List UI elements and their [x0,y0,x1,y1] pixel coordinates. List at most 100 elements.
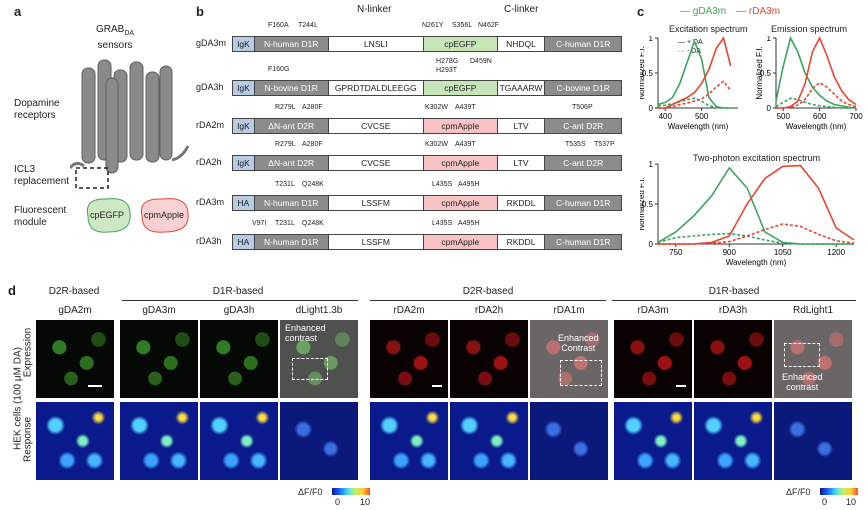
c-receptor: C-bovine D1R [545,81,621,95]
mutation: Q248K [302,220,324,227]
mutation: K302W [425,141,448,148]
c-receptor: C-human D1R [545,235,621,249]
mutation: A439T [455,141,476,148]
construct-row-rda2m: IgK ΔN-ant D2R CVCSE cpmApple LTV C-ant … [232,118,622,134]
panel-label-b: b [196,4,204,19]
series-line [657,97,731,109]
n-linker: LSSFM [328,235,425,249]
series-line [775,36,857,109]
col-rda1m: rDA1m [553,305,585,316]
group-divider [612,300,856,301]
colorbar-max-green: 10 [360,497,371,507]
signal-peptide: IgK [233,156,255,170]
x-tick-label: 500 [777,112,791,121]
response-image-rdlight1 [774,402,852,480]
response-image-rda1m [530,402,608,480]
excitation-title: Excitation spectrum [669,24,748,34]
expression-image-rda3m [614,320,692,398]
construct-row-gda3h: IgK N-bovine D1R GPRDTDALDLEEGG cpEGFP T… [232,80,622,96]
module-label: Fluorescent module [14,205,67,228]
mutation: H293T [436,67,458,74]
series-line [658,80,732,109]
c-receptor: C-human D1R [545,37,621,51]
x-axis-label: Wavelength (nm) [668,122,729,131]
colorbar-min-green: 0 [335,497,341,507]
mutation: N462F [478,22,500,29]
group-header-d2r-red: D2R-based [462,286,514,297]
signal-peptide: IgK [233,81,255,95]
colorbar-red [820,488,858,495]
enhanced-box [784,343,820,367]
signal-peptide: HA [233,196,255,210]
mutation: T537P [594,141,615,148]
n-receptor: N-bovine D1R [254,81,329,95]
c-linker: RKDDL [497,235,546,249]
expression-image-dlight13b [280,320,358,398]
col-gda3h: gDA3h [223,305,255,316]
mutation: H278G [436,58,459,65]
response-image-rda3h [694,402,772,480]
y-tick-label: 0 [767,104,772,113]
fluorophore: cpmApple [424,235,498,249]
response-image-rda3m [614,402,692,480]
col-rda3h: rDA3h [718,305,748,316]
n-receptor: ΔN-ant D2R [254,119,329,133]
response-image-dlight13b [280,402,358,480]
receptors-label: Dopamine receptors [14,98,60,121]
c-linker: NHDQL [497,37,546,51]
colorbar-green [332,488,370,495]
row-name-gda3m: gDA3m [196,38,227,48]
response-image-gda2m [36,402,114,480]
n-receptor: N-human D1R [254,196,329,210]
colorbar-label-red: ΔF/F0 [786,487,811,497]
c-linker: LTV [497,156,546,170]
mutation: A495H [458,220,480,227]
mutation: A495H [458,181,480,188]
mutation: A439T [455,104,476,111]
n-receptor: N-human D1R [254,235,329,249]
mutation: R279L [275,141,296,148]
group-header-d1r-red: D1R-based [708,286,760,297]
y-tick-label: 0.5 [642,69,654,78]
expression-image-rda1m [530,320,608,398]
mutation: T231L [275,220,295,227]
mutation: N261Y [422,22,444,29]
mutation: T244L [298,22,318,29]
n-linker: LSSFM [328,196,425,210]
fluorophore: cpEGFP [424,37,498,51]
group-header-d1r-green: D1R-based [212,286,264,297]
group-divider [122,300,358,301]
scale-bar [88,385,102,387]
col-gda2m: gDA2m [58,305,92,316]
fluorophore: cpEGFP [424,81,498,95]
cpegfp-label: cpEGFP [90,210,125,220]
scale-bar [676,385,686,387]
expression-image-gda2m [36,320,114,398]
y-tick-label: 0 [649,240,654,249]
col-dlight13b: dLight1.3b [295,305,343,316]
signal-peptide: IgK [233,37,255,51]
c-linker: RKDDL [497,196,546,210]
series-line [775,97,856,109]
scale-bar [432,385,442,387]
expression-image-gda3h [200,320,278,398]
series-line [657,232,854,245]
enhanced-box [560,360,602,386]
c-linker: TGAAARW [497,81,546,95]
spectrum-legend: — gDA3m — rDA3m [680,6,780,17]
y-tick-label: 1 [767,36,772,43]
panel-label-a: a [14,4,22,19]
x-tick-label: 400 [659,112,673,121]
construct-row-gda3m: IgK N-human D1R LNSLI cpEGFP NHDQL C-hum… [232,36,622,52]
y-tick-label: 0.5 [642,200,654,209]
y-axis-label: Normalized F.I. [755,46,764,99]
mutation: A280F [302,104,323,111]
mutation: F160A [268,22,289,29]
n-linker: CVCSE [328,119,425,133]
mutation: L435S [432,181,453,188]
mutation: K302W [425,104,448,111]
emission-title: Emission spectrum [771,24,848,34]
fluorophore: cpmApple [424,119,498,133]
construct-row-rda3h: HA N-human D1R LSSFM cpmApple RKDDL C-hu… [232,234,622,250]
n-linker: CVCSE [328,156,425,170]
